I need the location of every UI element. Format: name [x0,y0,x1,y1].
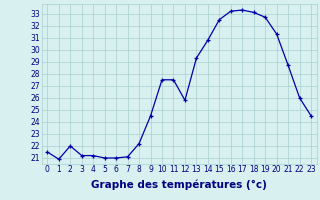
X-axis label: Graphe des températures (°c): Graphe des températures (°c) [91,180,267,190]
